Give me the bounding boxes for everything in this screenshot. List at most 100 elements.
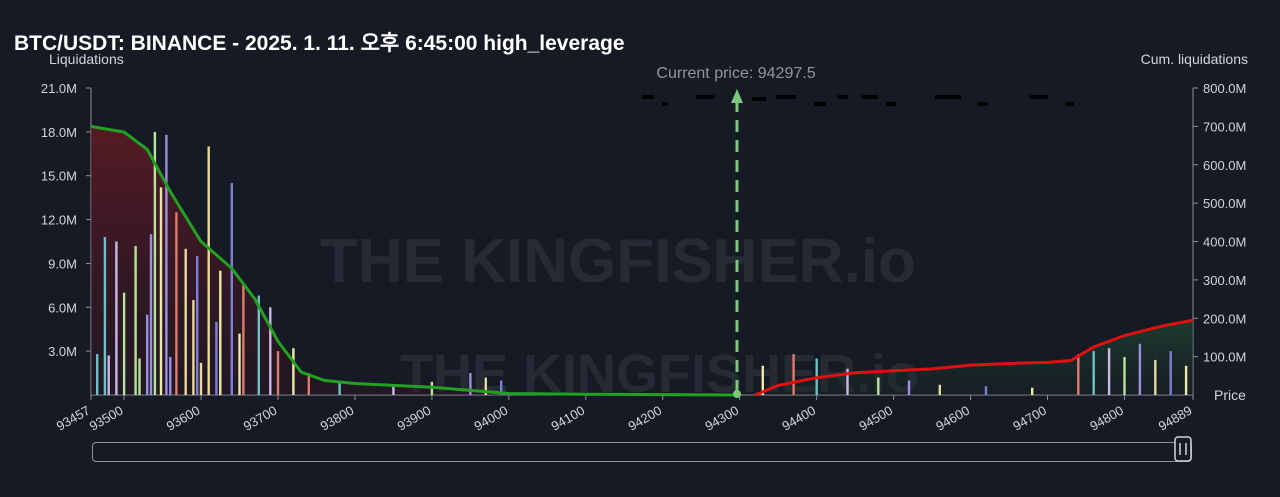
liquidation-bar	[1077, 354, 1080, 395]
x-tick-label: 93600	[164, 403, 203, 434]
liquidation-bar	[392, 384, 395, 395]
liquidation-bar	[107, 355, 110, 395]
y-left-tick-label: 12.0M	[41, 213, 77, 228]
liquidation-bar	[169, 357, 172, 395]
liquidation-bar	[238, 333, 241, 395]
liquidation-bar	[1138, 343, 1142, 395]
liquidation-bar	[1169, 351, 1172, 395]
liquidation-bar	[1154, 359, 1157, 395]
liquidation-bar	[146, 314, 149, 395]
x-tick-label: 94500	[856, 403, 895, 434]
liquidation-bar	[219, 270, 222, 395]
x-axis-label: Price	[1214, 387, 1246, 403]
liquidation-bar	[153, 131, 157, 395]
liquidation-bar	[184, 248, 187, 395]
current-price-label: Current price: 94297.5	[656, 65, 815, 82]
x-tick-label: 94400	[779, 403, 818, 434]
liquidation-bar	[484, 377, 487, 395]
cum-area-long	[755, 320, 1193, 395]
y-right-tick-label: 500.0M	[1203, 196, 1246, 211]
y-right-label: Cum. liquidations	[1141, 51, 1248, 67]
y-right-ticks: 100.0M 200.0M 300.0M 400.0M 500.0M 600.0M 700.…	[1193, 81, 1246, 365]
liquidation-bar	[500, 380, 503, 395]
liquidation-bar	[269, 307, 272, 395]
x-tick-label: 94600	[933, 403, 972, 434]
liquidation-bar	[215, 321, 218, 395]
liquidation-bar	[1184, 365, 1188, 395]
x-tick-label: 93800	[318, 403, 357, 434]
current-price-arrow-icon	[731, 89, 743, 103]
x-tick-label: 93900	[395, 403, 434, 434]
liquidation-bar	[846, 368, 849, 395]
y-left-tick-label: 9.0M	[48, 256, 77, 271]
liquidation-bar	[199, 362, 203, 395]
cum-area-short	[91, 126, 738, 396]
liquidation-bar	[175, 212, 178, 395]
liquidation-bar	[469, 373, 472, 395]
liquidation-bar	[1031, 387, 1034, 395]
liquidation-bar	[1123, 357, 1126, 395]
liquidation-bar	[907, 380, 911, 395]
y-left-label: Liquidations	[49, 51, 124, 67]
liquidation-bar	[207, 146, 210, 395]
x-tick-label: 94889	[1156, 403, 1195, 434]
y-right-tick-label: 800.0M	[1203, 81, 1246, 96]
liquidation-bar	[242, 285, 245, 395]
x-tick-label: 94000	[472, 403, 511, 434]
current-price-marker	[733, 390, 741, 398]
y-right-tick-label: 700.0M	[1203, 119, 1246, 134]
x-tick-label: 94300	[702, 403, 741, 434]
y-left-ticks: 3.0M 6.0M 9.0M 12.0M 15.0M 18.0M 21.0M	[41, 81, 91, 359]
liquidation-bar	[96, 354, 99, 395]
zoom-scrollbar[interactable]	[92, 442, 1192, 462]
y-right-tick-label: 300.0M	[1203, 273, 1246, 288]
x-tick-label: 94700	[1010, 403, 1049, 434]
liquidation-bar	[149, 234, 153, 395]
liquidation-bar	[307, 373, 310, 395]
liquidation-bar	[138, 358, 141, 395]
cum-line-long	[754, 318, 1194, 397]
liquidation-bar	[792, 354, 795, 395]
y-right-tick-label: 400.0M	[1203, 235, 1246, 250]
x-tick-label: 94200	[625, 403, 664, 434]
liquidation-bar	[276, 351, 280, 395]
chart-title: BTC/USDT: BINANCE - 2025. 1. 11. 오후 6:45…	[14, 32, 625, 55]
x-tick-label: 94100	[549, 403, 588, 434]
liquidation-bar	[230, 359, 233, 395]
y-left-tick-label: 6.0M	[48, 300, 77, 315]
legend-dots	[642, 95, 1074, 106]
x-tick-label: 93457	[54, 403, 93, 434]
liquidation-bar	[115, 241, 118, 395]
liquidation-bar	[103, 237, 107, 395]
cum-lines	[90, 124, 1194, 397]
liquidation-bar	[1092, 351, 1095, 395]
liquidation-bar	[761, 365, 764, 395]
liquidation-bar	[1107, 348, 1111, 395]
y-left-tick-label: 15.0M	[41, 169, 77, 184]
y-left-tick-label: 21.0M	[41, 81, 77, 96]
liquidation-bar	[984, 386, 988, 395]
cum-area-fills	[91, 126, 1193, 396]
liquidation-bar	[230, 183, 233, 395]
liquidation-bar	[877, 377, 880, 395]
x-tick-label: 94800	[1087, 403, 1126, 434]
liquidation-bar	[292, 348, 295, 395]
liquidation-bar	[134, 245, 137, 395]
liquidation-bar	[192, 300, 195, 395]
liquidation-bar	[165, 134, 168, 396]
y-left-tick-label: 3.0M	[48, 344, 77, 359]
y-right-tick-label: 200.0M	[1203, 311, 1246, 326]
liquidation-bar	[159, 187, 163, 395]
liquidation-bar	[938, 384, 941, 395]
y-left-tick-label: 18.0M	[41, 125, 77, 140]
scrollbar-handle[interactable]	[1172, 435, 1194, 463]
liquidation-bar	[196, 256, 199, 395]
cum-line-short	[90, 124, 738, 397]
y-right-tick-label: 600.0M	[1203, 158, 1246, 173]
liquidation-bar	[338, 383, 341, 395]
x-tick-label: 93700	[241, 403, 280, 434]
watermark-text-1: THE KINGFISHER.io	[320, 227, 916, 296]
x-tick-label: 93500	[87, 403, 126, 434]
y-right-tick-label: 100.0M	[1203, 350, 1246, 365]
